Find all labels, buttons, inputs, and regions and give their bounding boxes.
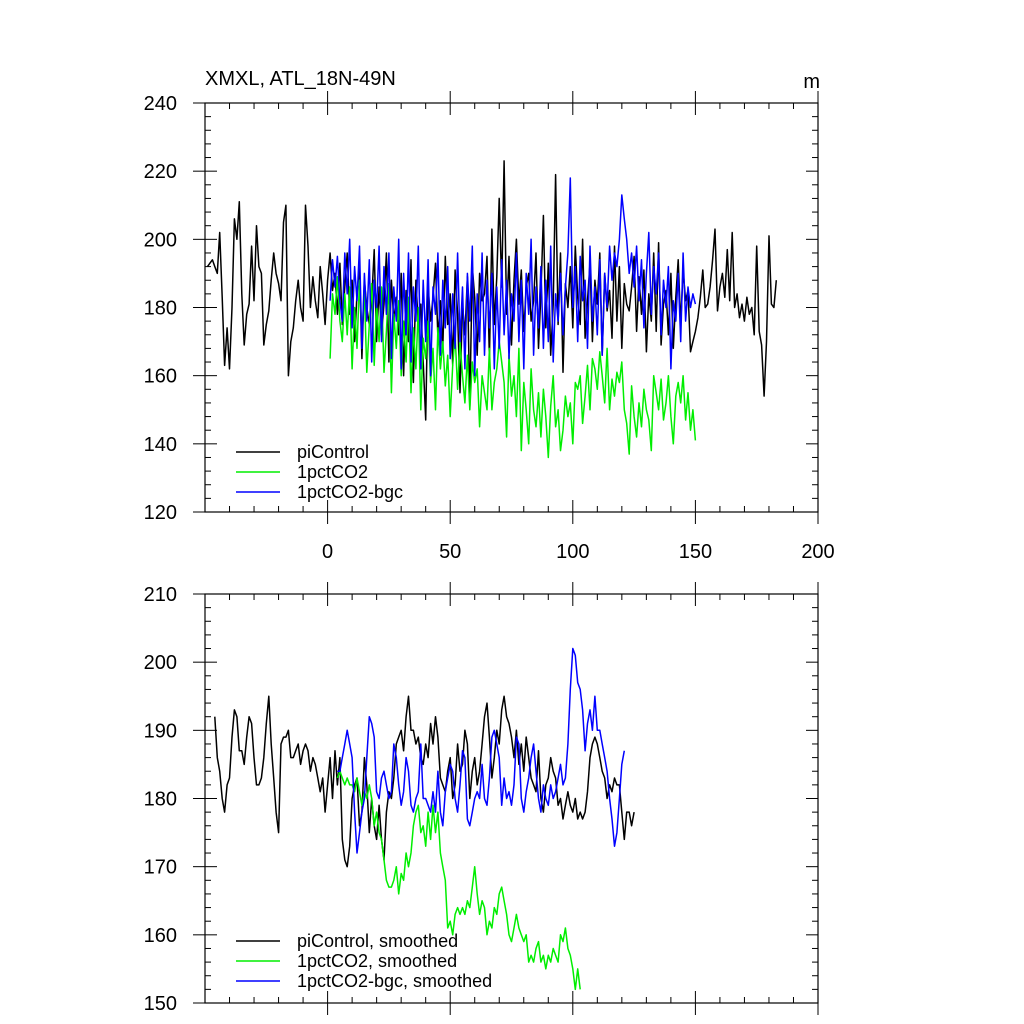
y-tick-label: 220: [144, 161, 177, 183]
top-panel: XMXL, ATL_18N-49N m 120 140 160 180 200 220 24…: [144, 68, 835, 563]
bottom-panel: 150 160 170 180 190 200 210 piControl, smoothe…: [144, 582, 819, 1015]
chart-title: XMXL, ATL_18N-49N: [205, 68, 396, 90]
y-tick-label: 190: [144, 720, 177, 742]
y-tick-label: 160: [144, 925, 177, 947]
y-tick-label: 140: [144, 434, 177, 456]
y-tick-label: 210: [144, 584, 177, 606]
x-tick-label: 0: [322, 541, 333, 563]
legend-label-0: piControl: [297, 442, 369, 462]
y-tick-label: 180: [144, 298, 177, 320]
legend-label-1: 1pctCO2, smoothed: [297, 951, 457, 971]
series-line-2: [337, 647, 626, 854]
top-series-group: [206, 160, 778, 459]
x-tick-label: 100: [556, 541, 589, 563]
bottom-series-group: [214, 647, 635, 991]
bottom-axes: 150 160 170 180 190 200 210: [144, 582, 819, 1015]
series-line-2: [329, 177, 697, 377]
x-tick-label: 50: [439, 541, 461, 563]
series-line-1: [329, 276, 697, 459]
top-plot-frame: [204, 102, 819, 513]
legend-label-0: piControl, smoothed: [297, 931, 458, 951]
y-tick-label: 200: [144, 652, 177, 674]
y-tick-label: 200: [144, 229, 177, 251]
y-tick-label: 160: [144, 366, 177, 388]
series-line-0: [214, 695, 635, 868]
series-line-1: [336, 770, 581, 991]
x-tick-label: 200: [801, 541, 834, 563]
legend-label-2: 1pctCO2-bgc: [297, 482, 403, 502]
bottom-plot-frame: [204, 593, 819, 1004]
legend-label-2: 1pctCO2-bgc, smoothed: [297, 971, 492, 991]
y-tick-label: 170: [144, 857, 177, 879]
legend-label-1: 1pctCO2: [297, 462, 368, 482]
units-label: m: [803, 71, 820, 93]
y-tick-label: 120: [144, 502, 177, 524]
x-tick-label: 150: [679, 541, 712, 563]
y-tick-label: 180: [144, 789, 177, 811]
y-tick-label: 150: [144, 993, 177, 1015]
y-tick-label: 240: [144, 93, 177, 115]
